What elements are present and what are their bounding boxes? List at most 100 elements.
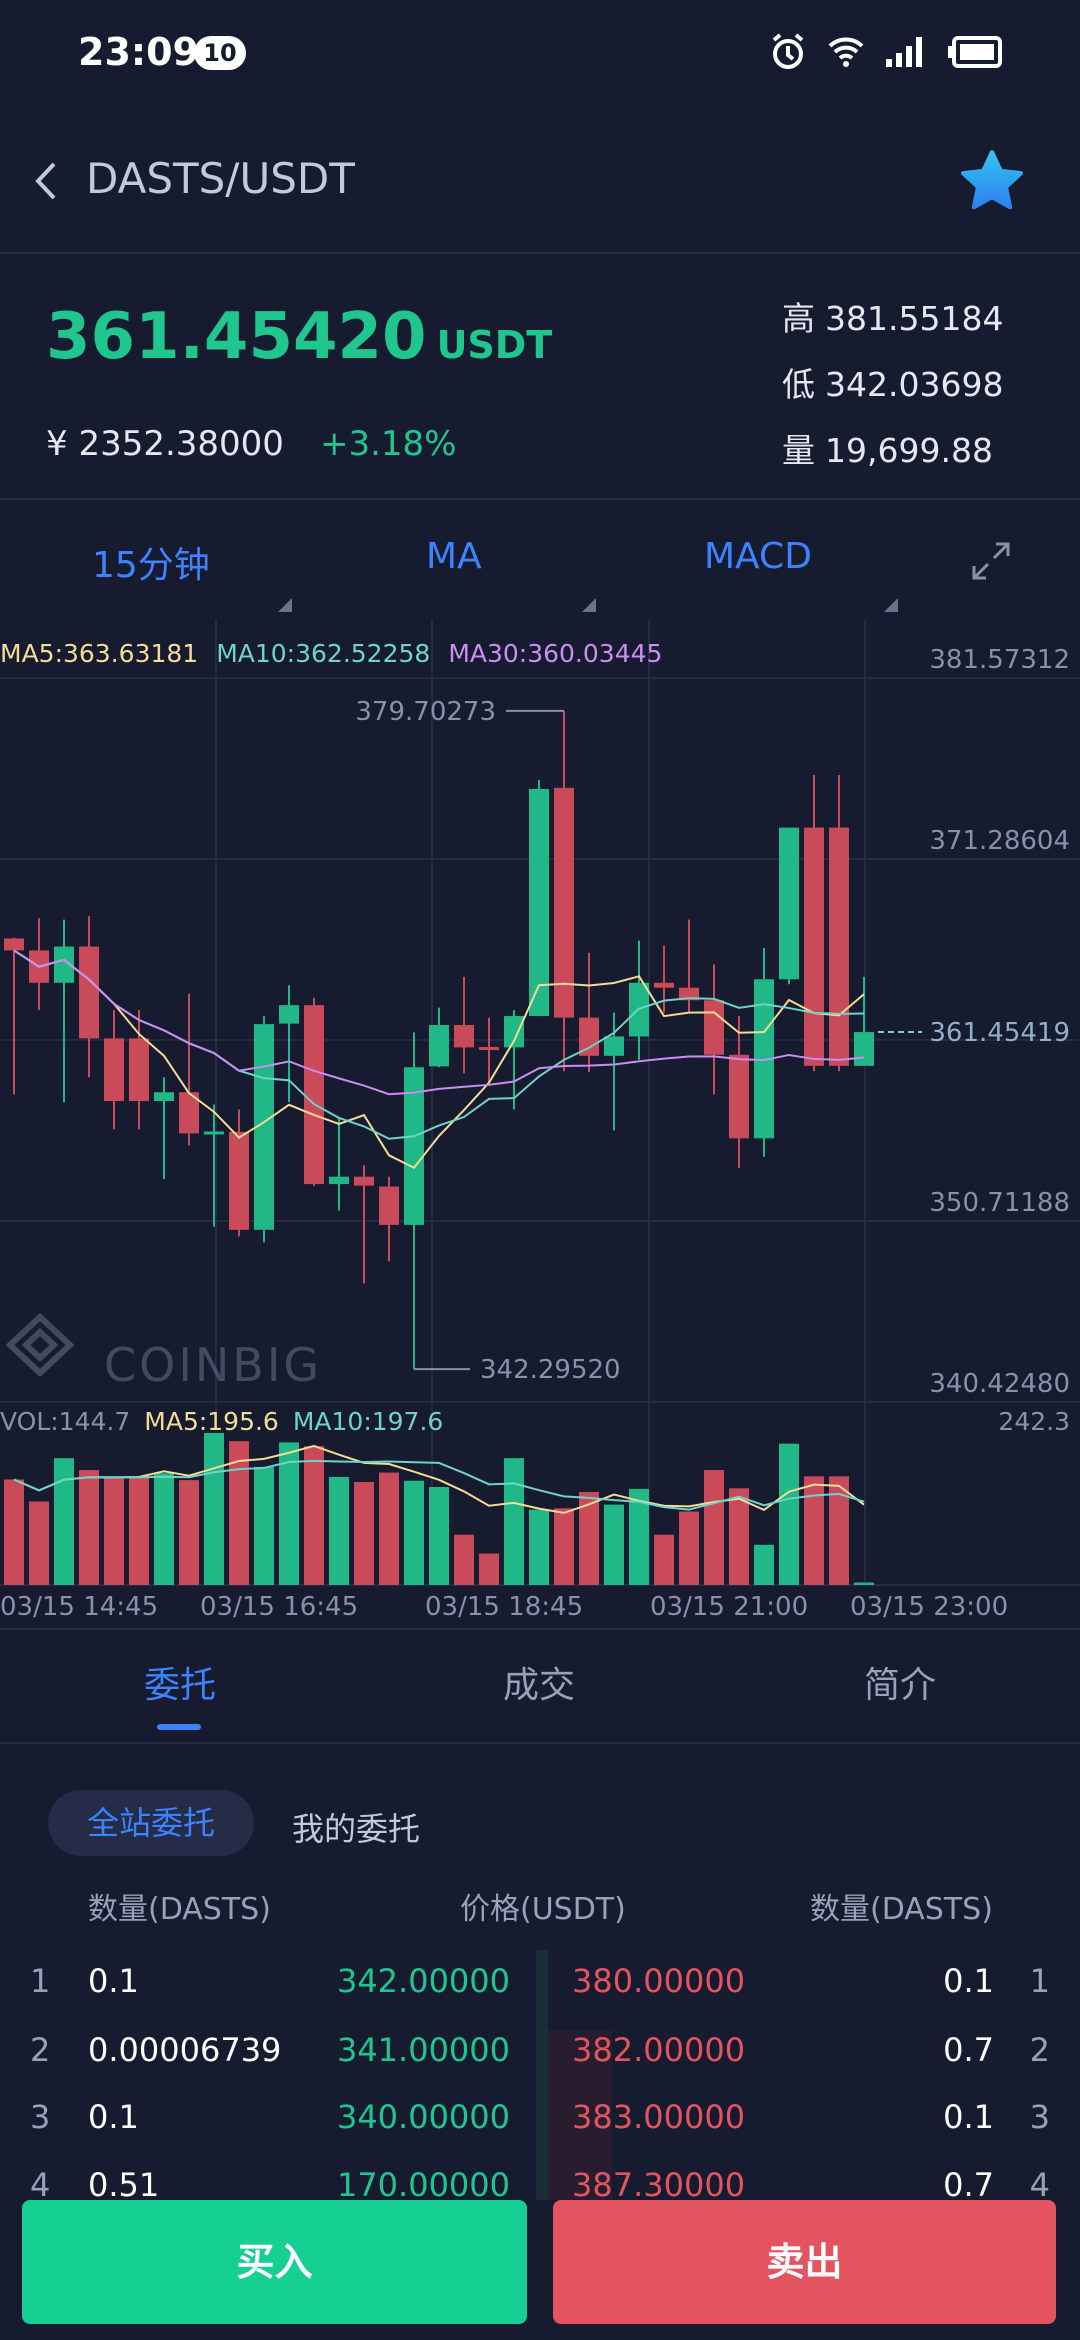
- volume-bar: [654, 1534, 674, 1585]
- volume-bar: [554, 1508, 574, 1585]
- volume-bar: [104, 1477, 124, 1585]
- candle: [604, 1012, 624, 1131]
- order-row[interactable]: 1 0.1 342.00000 380.00000 0.1 1: [0, 1962, 1080, 2022]
- candle: [304, 997, 324, 1187]
- fullscreen-icon[interactable]: [970, 540, 1012, 582]
- sell-button[interactable]: 卖出: [553, 2200, 1056, 2324]
- alarm-icon: [772, 33, 804, 69]
- buy-button[interactable]: 买入: [22, 2200, 527, 2324]
- filter-all-orders[interactable]: 全站委托: [48, 1790, 254, 1856]
- ma30-legend: MA30:360.03445: [448, 639, 662, 668]
- volume-bar: [404, 1480, 424, 1585]
- volume-bar: [154, 1473, 174, 1585]
- candle-body: [229, 1131, 249, 1230]
- dropdown-corner-icon: [278, 598, 292, 612]
- low-value: 342.03698: [825, 365, 1004, 404]
- candle-body: [104, 1038, 124, 1102]
- row-index: 3: [1029, 2098, 1050, 2136]
- low-stat: 低 342.03698: [782, 358, 1003, 406]
- volume-bar: [729, 1488, 749, 1585]
- ask-price: 383.00000: [572, 2098, 746, 2136]
- candle: [579, 952, 599, 1073]
- filter-my-orders[interactable]: 我的委托: [292, 1810, 421, 1848]
- candle: [254, 1016, 274, 1243]
- candle: [204, 1104, 224, 1227]
- candle-body: [204, 1131, 224, 1135]
- col-bid-qty: 数量(DASTS): [88, 1892, 271, 1927]
- bid-qty: 0.1: [88, 1962, 139, 2000]
- order-row[interactable]: 3 0.1 340.00000 383.00000 0.1 3: [0, 2098, 1080, 2158]
- volume-bar: [579, 1492, 599, 1585]
- candle-body: [704, 1000, 724, 1055]
- ask-qty: 0.7: [943, 2166, 994, 2204]
- candle-body: [429, 1025, 449, 1067]
- volume-bar: [629, 1488, 649, 1585]
- kline-chart[interactable]: COINBIG 381.57312 371.28604 350.71188 340.4…: [0, 620, 1080, 1630]
- candle-body: [54, 946, 74, 983]
- candle-body: [329, 1176, 349, 1185]
- tab-orders[interactable]: 委托: [144, 1665, 217, 1706]
- high-label: 高: [782, 299, 815, 338]
- favorite-star-icon[interactable]: [958, 148, 1026, 216]
- volume-bar: [179, 1480, 199, 1585]
- x-tick-label: 03/15 14:45: [0, 1592, 158, 1622]
- candle: [529, 779, 549, 1017]
- candle-body: [79, 946, 99, 1039]
- ask-price: 387.30000: [572, 2166, 746, 2204]
- main-indicator-selector[interactable]: MA: [426, 536, 482, 577]
- high-stat: 高 381.55184: [782, 292, 1003, 340]
- ask-depth-bar: [548, 2030, 612, 2200]
- divider: [0, 252, 1080, 254]
- candle: [554, 710, 574, 1072]
- bid-qty: 0.00006739: [88, 2031, 282, 2069]
- last-price: 361.45420 USDT: [46, 300, 552, 374]
- candle-body: [354, 1176, 374, 1186]
- ask-qty: 0.7: [943, 2031, 994, 2069]
- candle-body: [754, 979, 774, 1139]
- volume-bar: [754, 1544, 774, 1585]
- low-marker-label: 342.29520: [480, 1355, 621, 1385]
- volume-bar: [329, 1476, 349, 1585]
- candle: [479, 1017, 499, 1083]
- sub-indicator-selector[interactable]: MACD: [704, 536, 812, 577]
- row-index: 3: [30, 2098, 51, 2136]
- candle: [679, 919, 699, 1013]
- ma5-legend: MA5:363.63181: [0, 639, 198, 668]
- candle: [704, 964, 724, 1095]
- y-tick-label: 340.42480: [929, 1369, 1070, 1399]
- vol-max-label: 242.3: [998, 1407, 1070, 1436]
- candle-body: [279, 1005, 299, 1024]
- order-row[interactable]: 4 0.51 170.00000 387.30000 0.7 4: [0, 2166, 1080, 2226]
- candle: [379, 1176, 399, 1262]
- volume-bar: [779, 1443, 799, 1585]
- candle-body: [679, 987, 699, 1001]
- last-price-label: 361.45419: [929, 1018, 1070, 1048]
- wifi-icon: [828, 37, 864, 67]
- cny-price: ¥ 2352.38000: [46, 424, 284, 464]
- candle-body: [254, 1024, 274, 1230]
- volume-bar: [679, 1511, 699, 1585]
- candle: [179, 993, 199, 1146]
- candle: [354, 1165, 374, 1284]
- candle-body: [479, 1047, 499, 1051]
- price-unit: USDT: [436, 323, 553, 367]
- order-row[interactable]: 2 0.00006739 341.00000 382.00000 0.7 2: [0, 2031, 1080, 2091]
- volume-bar: [429, 1487, 449, 1585]
- interval-selector[interactable]: 15分钟: [92, 545, 210, 586]
- tab-intro[interactable]: 简介: [864, 1665, 937, 1706]
- dropdown-corner-icon: [582, 598, 596, 612]
- candle-body: [504, 1016, 524, 1048]
- back-icon[interactable]: [28, 158, 68, 204]
- candle: [329, 1117, 349, 1211]
- candle-body: [554, 787, 574, 1018]
- high-value: 381.55184: [825, 299, 1004, 338]
- status-icons: [770, 32, 1002, 72]
- last-price-value: 361.45420: [46, 300, 427, 374]
- volume-label: 量: [782, 431, 815, 470]
- candle-body: [4, 938, 24, 951]
- candle-body: [779, 827, 799, 980]
- candle: [229, 1109, 249, 1237]
- tab-trades[interactable]: 成交: [503, 1665, 576, 1706]
- ma30-line: [13, 949, 865, 1096]
- candle-body: [854, 1032, 874, 1066]
